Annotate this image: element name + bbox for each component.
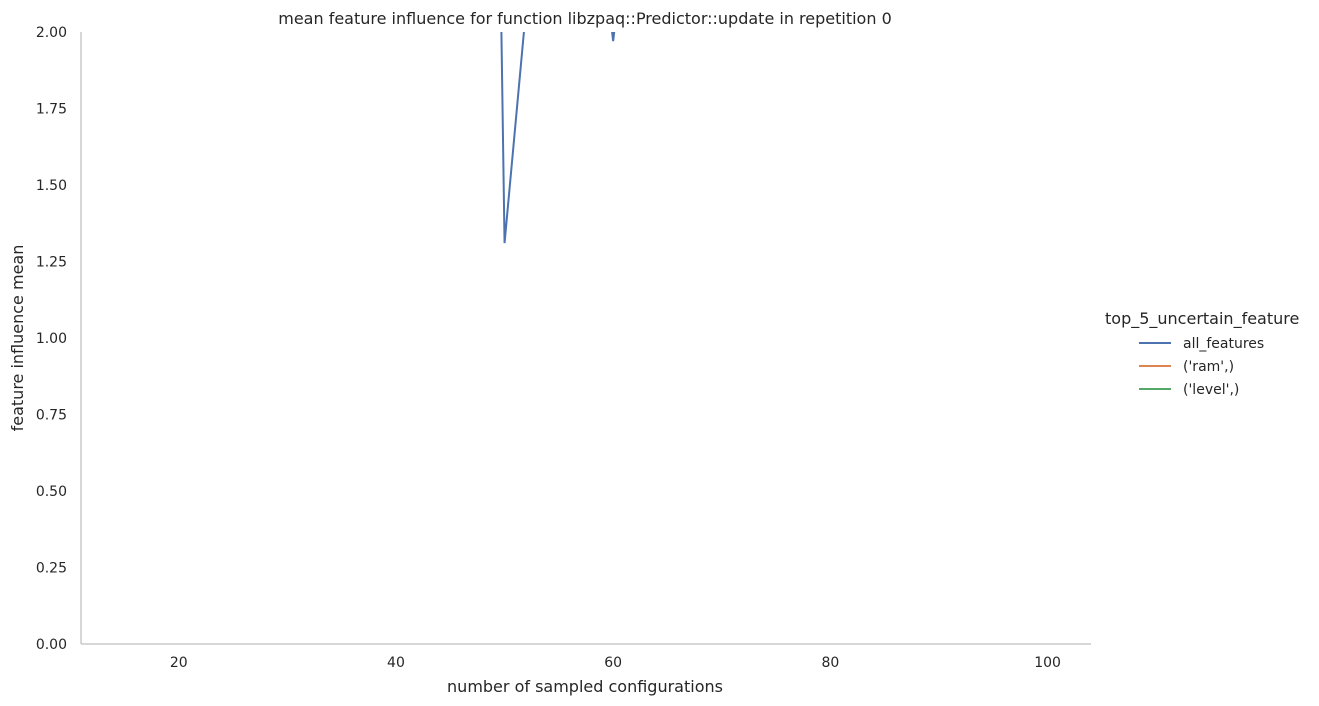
y-tick-label: 0.50 [36, 484, 67, 500]
x-tick-label: 20 [170, 655, 188, 671]
legend-label: ('level',) [1183, 382, 1239, 398]
legend: top_5_uncertain_feature all_features ('ra… [1105, 309, 1299, 398]
legend-entries: all_features ('ram',) ('level',) [1139, 336, 1264, 398]
legend-item: ('level',) [1139, 382, 1239, 398]
y-tick-label: 0.75 [36, 408, 67, 424]
x-tick-label: 100 [1034, 655, 1061, 671]
x-axis-label: number of sampled configurations [447, 677, 723, 696]
chart-title: mean feature influence for function libz… [278, 9, 892, 28]
legend-label: all_features [1183, 336, 1264, 352]
legend-title: top_5_uncertain_feature [1105, 309, 1299, 329]
y-tick-label: 1.00 [36, 331, 67, 347]
y-tick-label: 1.50 [36, 178, 67, 194]
legend-item: ('ram',) [1139, 359, 1234, 375]
series-lines [500, 32, 616, 244]
y-tick-label: 1.25 [36, 255, 67, 271]
y-tick-labels: 0.00 0.25 0.50 0.75 1.00 1.25 1.50 1.75 2.00 [36, 25, 67, 653]
y-tick-label: 1.75 [36, 102, 67, 118]
series-line [500, 32, 616, 244]
y-tick-label: 0.00 [36, 637, 67, 653]
x-tick-label: 60 [604, 655, 622, 671]
legend-item: all_features [1139, 336, 1264, 352]
y-axis-label: feature influence mean [8, 245, 27, 432]
y-tick-label: 2.00 [36, 25, 67, 41]
x-tick-label: 80 [821, 655, 839, 671]
x-tick-labels: 20 40 60 80 100 [170, 655, 1061, 671]
legend-label: ('ram',) [1183, 359, 1234, 375]
y-tick-label: 0.25 [36, 561, 67, 577]
x-tick-label: 40 [387, 655, 405, 671]
